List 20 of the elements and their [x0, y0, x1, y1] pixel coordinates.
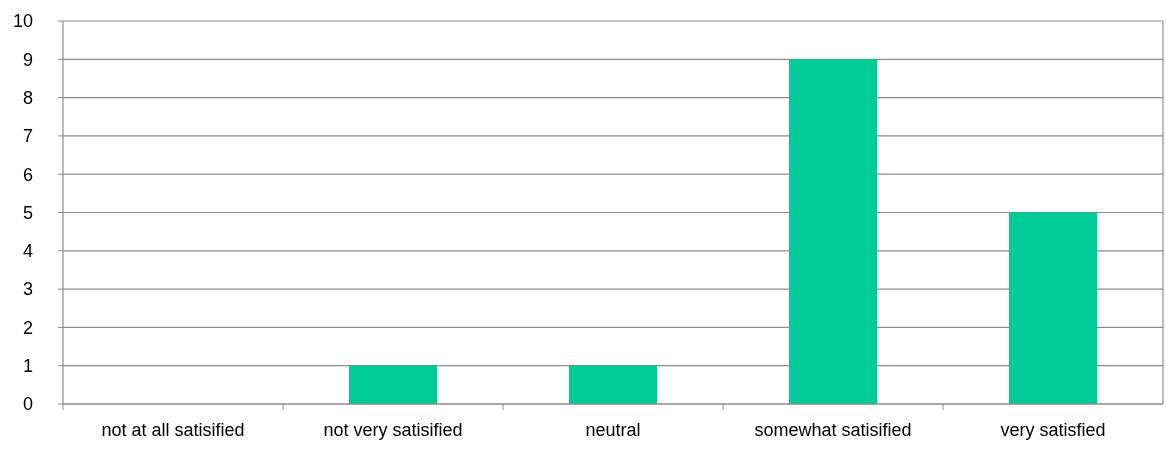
bar	[349, 365, 437, 404]
x-tick-label: not at all satisified	[101, 420, 245, 440]
y-tick-label: 3	[22, 279, 33, 300]
bar	[789, 59, 877, 404]
y-tick-label: 9	[22, 49, 33, 70]
y-tick-label: 1	[22, 356, 33, 376]
y-tick-label: 5	[22, 202, 33, 223]
x-tick-label: not very satisified	[323, 420, 463, 440]
x-tick-label: somewhat satisified	[754, 420, 912, 440]
y-tick-label: 2	[22, 317, 33, 338]
x-tick-label: very satisfied	[1000, 420, 1106, 440]
y-tick-label: 4	[22, 241, 33, 262]
y-tick-label: 7	[22, 126, 33, 147]
y-tick-label: 0	[22, 394, 33, 415]
y-tick-label: 10	[12, 11, 33, 32]
y-tick-label: 8	[22, 87, 33, 108]
y-tick-label: 6	[22, 164, 33, 185]
bar	[569, 365, 657, 404]
x-tick-label: neutral	[585, 420, 641, 440]
bar	[1009, 212, 1097, 404]
